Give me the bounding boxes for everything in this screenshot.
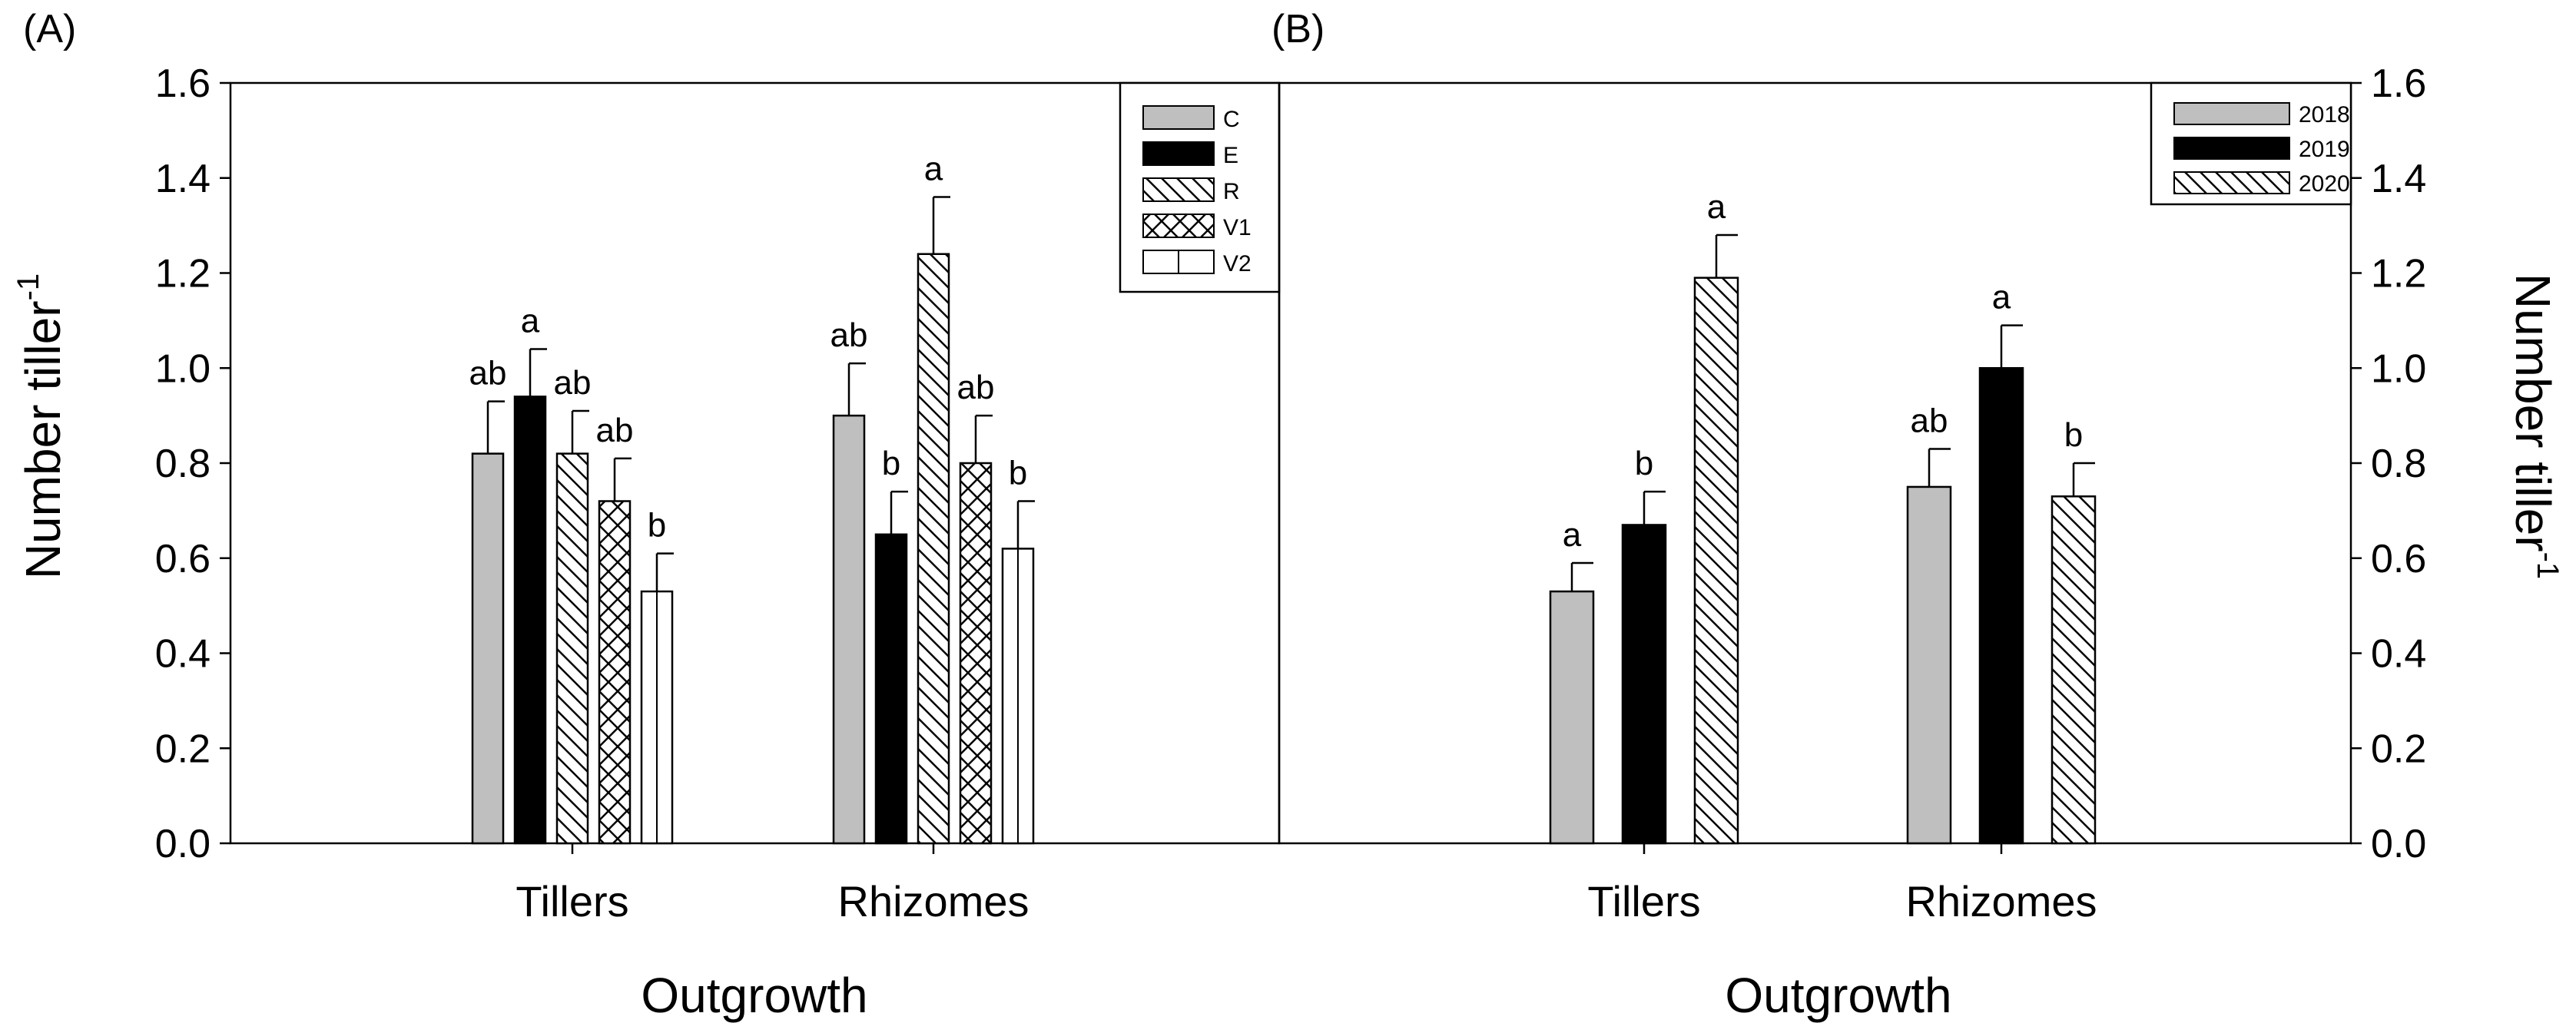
panel-a-ytick-label: 0.6 — [155, 537, 211, 581]
panel-a-significance-letter: ab — [596, 412, 634, 449]
panel-b-xlabel: Outgrowth — [1725, 968, 1951, 1023]
panel-a-significance-letter: b — [882, 445, 900, 482]
panel-a: 0.00.20.40.60.81.01.21.41.6Tillersabaaba… — [155, 61, 1281, 925]
panel-a-legend-label: V2 — [1223, 251, 1252, 276]
panel-a-legend-swatch-c — [1142, 105, 1215, 130]
panel-b-legend: 2018 2019 2020 — [2150, 81, 2352, 206]
panel-b-category-label: Tillers — [1587, 877, 1700, 925]
panel-b-significance-letter: b — [2064, 416, 2083, 454]
panel-b-bar-2020 — [1693, 276, 1739, 845]
panel-a-category-label: Rhizomes — [838, 877, 1029, 925]
panel-a-bar-v1 — [598, 500, 632, 845]
panel-b-bar-2018 — [1549, 590, 1595, 845]
panel-a-ytick-label: 0.2 — [155, 727, 211, 771]
panel-a-significance-letter: a — [924, 151, 943, 188]
panel-a-significance-letter: ab — [957, 369, 995, 406]
panel-a-ylabel: Number tiller-1 — [12, 273, 71, 579]
panel-a-significance-letter: ab — [469, 355, 507, 392]
panel-b-ylabel: Number tiller-1 — [2505, 273, 2564, 579]
panel-b-ylabel-main: Number tiller — [2505, 273, 2561, 552]
panel-b-significance-letter: b — [1635, 445, 1653, 482]
panel-a-ytick-label: 0.0 — [155, 822, 211, 866]
panel-a-legend-swatch-e — [1142, 141, 1215, 166]
panel-b-ytick-label: 1.2 — [2371, 252, 2426, 296]
panel-a-legend-swatch-v1 — [1142, 214, 1215, 238]
panel-a-bar-e — [874, 533, 908, 845]
panel-a-bar-r — [917, 253, 950, 845]
panel-a-significance-letter: b — [648, 507, 666, 545]
panel-b-legend-label: 2020 — [2299, 171, 2350, 197]
panel-b-significance-letter: a — [1992, 279, 2011, 316]
panel-b-category-label: Rhizomes — [1906, 877, 2097, 925]
panel-a-ylabel-sup: -1 — [12, 273, 45, 301]
panel-a-ytick-label: 0.4 — [155, 632, 211, 677]
panel-a-ytick-label: 0.8 — [155, 442, 211, 486]
panel-b-bar-2018 — [1906, 485, 1952, 845]
panel-a-ytick-label: 1.4 — [155, 157, 211, 201]
panel-a-ytick-label: 1.0 — [155, 346, 211, 391]
panel-a-bar-c — [832, 414, 866, 845]
panel-a-bar-v1 — [959, 462, 993, 845]
panel-b-ytick-label: 1.4 — [2371, 157, 2426, 201]
panel-a-legend: CER V1 V2 — [1119, 81, 1281, 293]
panel-b-ytick-label: 0.6 — [2371, 537, 2426, 581]
panel-b-ytick-label: 0.2 — [2371, 727, 2426, 771]
panel-a-legend-label: C — [1223, 107, 1240, 132]
panel-a-legend-swatch-r — [1142, 177, 1215, 202]
panel-a-bar-r — [555, 452, 589, 845]
panel-a-legend-label: V1 — [1223, 215, 1252, 240]
panel-b-legend-swatch-2018 — [2173, 102, 2290, 125]
panel-b-significance-letter: ab — [1911, 402, 1948, 439]
panel-b-ylabel-sup: -1 — [2531, 552, 2564, 580]
panel-b-legend-swatch-2020 — [2173, 171, 2290, 194]
panel-a-significance-letter: b — [1009, 455, 1027, 492]
panel-b-bar-2020 — [2051, 495, 2097, 845]
panel-b-significance-letter: a — [1707, 188, 1726, 226]
panel-b-ytick-label: 0.0 — [2371, 822, 2426, 866]
panel-b-legend-swatch-2019 — [2173, 137, 2290, 160]
panel-a-ytick-label: 1.2 — [155, 252, 211, 296]
panel-b-bar-2019 — [1978, 367, 2024, 845]
panel-b-ytick-label: 1.6 — [2371, 61, 2426, 106]
panel-b-ytick-label: 0.4 — [2371, 632, 2426, 677]
panel-a-category-label: Tillers — [516, 877, 628, 925]
panel-a-label: (A) — [23, 7, 76, 51]
panel-b: 0.00.20.40.60.81.01.21.41.6TillersabaRhi… — [1278, 61, 2426, 925]
panel-a-legend-label: R — [1223, 179, 1240, 204]
panel-a-significance-letter: ab — [554, 364, 592, 402]
panel-a-ytick-label: 1.6 — [155, 61, 211, 106]
panel-b-bar-2019 — [1621, 524, 1667, 845]
panel-b-ytick-label: 1.0 — [2371, 346, 2426, 391]
panel-a-ylabel-main: Number tiller — [15, 300, 71, 579]
panel-b-label: (B) — [1271, 7, 1324, 51]
panel-a-xlabel: Outgrowth — [641, 968, 867, 1023]
panel-b-legend-label: 2018 — [2299, 102, 2350, 127]
panel-b-ytick-label: 0.8 — [2371, 442, 2426, 486]
panel-a-bar-e — [513, 396, 547, 845]
panel-a-legend-label: E — [1223, 143, 1238, 168]
panel-a-significance-letter: ab — [830, 316, 868, 354]
panel-a-bar-c — [471, 452, 505, 845]
panel-a-significance-letter: a — [521, 303, 540, 340]
panel-b-legend-label: 2019 — [2299, 137, 2350, 162]
panel-b-significance-letter: a — [1563, 516, 1582, 554]
